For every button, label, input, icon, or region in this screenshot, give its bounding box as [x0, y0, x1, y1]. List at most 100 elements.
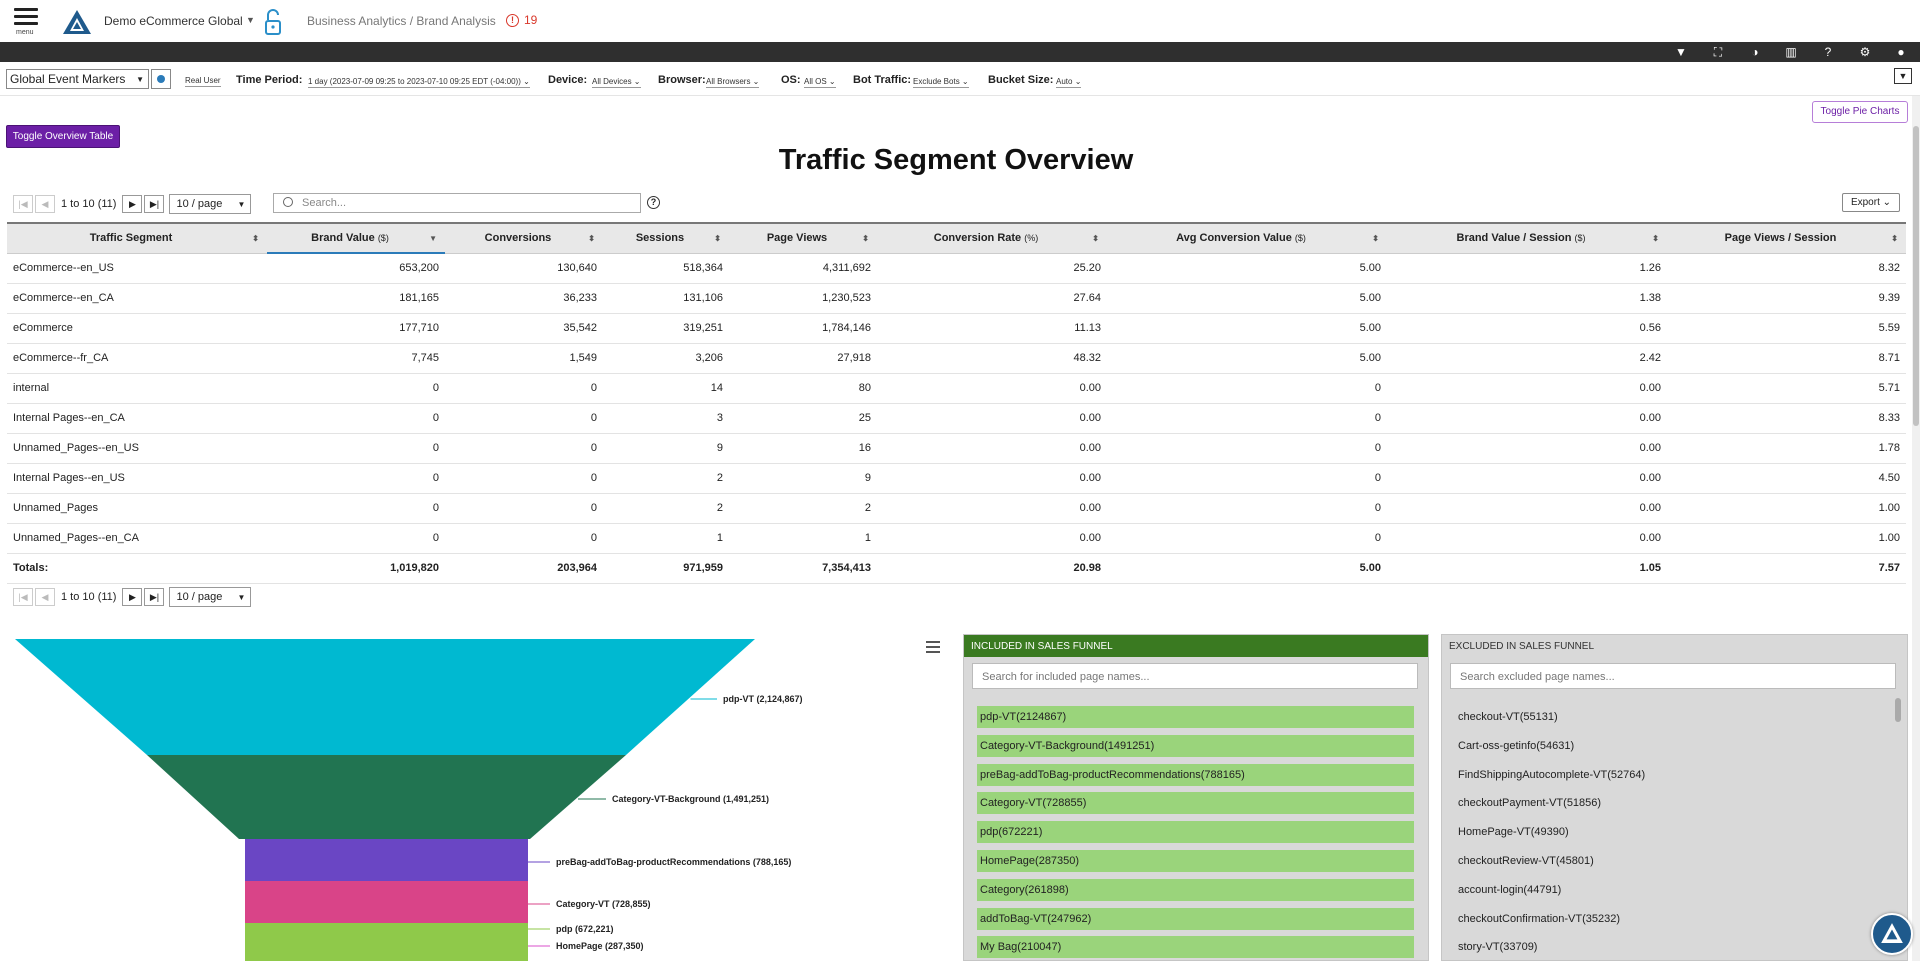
included-page-item[interactable]: Category(261898)	[977, 878, 1414, 901]
event-markers-select[interactable]: Global Event Markers ▼	[6, 69, 149, 89]
table-row[interactable]: eCommerce--fr_CA 7,745 1,549 3,206 27,918 48.…	[7, 343, 1906, 374]
funnel-segment[interactable]	[15, 639, 755, 755]
sort-icon[interactable]: ▼	[429, 234, 437, 243]
real-user-toggle[interactable]: Real User	[185, 76, 221, 87]
question-icon[interactable]: ?	[647, 196, 660, 209]
table-row[interactable]: Unnamed_Pages 0 0 2 2 0.00 0 0.00 1.00	[7, 493, 1906, 524]
browser-label: Browser:	[658, 74, 706, 86]
bot-traffic-select[interactable]: Exclude Bots ⌄	[913, 77, 969, 88]
sort-icon[interactable]: ⬍	[252, 234, 259, 243]
excluded-page-item[interactable]: story-VT(33709)	[1458, 941, 1538, 954]
sort-icon[interactable]: ⬍	[1372, 234, 1379, 243]
page-scrollbar[interactable]	[1912, 96, 1920, 961]
excluded-page-item[interactable]: checkoutConfirmation-VT(35232)	[1458, 912, 1621, 925]
sort-icon[interactable]: ⬍	[1652, 234, 1659, 243]
included-page-item[interactable]: Category-VT-Background(1491251)	[977, 734, 1414, 757]
excluded-page-item[interactable]: FindShippingAutocomplete-VT(52764)	[1458, 768, 1646, 781]
included-page-item[interactable]: Category-VT(728855)	[977, 792, 1414, 815]
next-page-button[interactable]: ▶	[122, 588, 143, 606]
toggle-overview-table-button[interactable]: Toggle Overview Table	[6, 125, 120, 148]
org-dropdown-icon[interactable]: ▼	[246, 15, 255, 25]
column-header[interactable]: Traffic Segment ⬍	[7, 222, 267, 254]
user-icon[interactable]: ●	[1897, 45, 1905, 59]
table-row[interactable]: Unnamed_Pages--en_CA 0 0 1 1 0.00 0 0.00 1.00	[7, 523, 1906, 554]
last-page-button[interactable]: ▶|	[144, 588, 165, 606]
export-button[interactable]: Export ⌄	[1842, 193, 1900, 212]
time-period-select[interactable]: 1 day (2023-07-09 09:25 to 2023-07-10 09…	[308, 77, 530, 88]
menu-icon[interactable]: menu	[14, 8, 38, 36]
excluded-search-input[interactable]: Search excluded page names...	[1450, 663, 1896, 689]
page-size-select[interactable]: 10 / page ▼	[169, 587, 252, 607]
funnel-segment[interactable]	[147, 755, 626, 839]
column-header[interactable]: Page Views ⬍	[729, 222, 877, 254]
included-page-item[interactable]: My Bag(210047)	[977, 936, 1414, 959]
collapse-filters-button[interactable]: ▼	[1894, 68, 1912, 84]
table-search-input[interactable]: Search...	[273, 193, 641, 213]
table-row[interactable]: Internal Pages--en_US 0 0 2 9 0.00 0 0.00 4.50	[7, 463, 1906, 494]
gear-icon[interactable]: ⚙	[1859, 45, 1871, 59]
bucket-size-select[interactable]: Auto ⌄	[1056, 77, 1082, 88]
book-icon[interactable]: ▥	[1785, 45, 1797, 59]
device-select[interactable]: All Devices ⌄	[592, 77, 641, 88]
excluded-page-item[interactable]: HomePage-VT(49390)	[1458, 826, 1569, 839]
excluded-page-item[interactable]: checkoutPayment-VT(51856)	[1458, 797, 1602, 810]
table-row[interactable]: eCommerce--en_CA 181,165 36,233 131,106 1,23…	[7, 283, 1906, 314]
column-header[interactable]: Conversions ⬍	[445, 222, 603, 254]
column-header[interactable]: Conversion Rate (%) ⬍	[877, 222, 1107, 254]
org-name[interactable]: Demo eCommerce Global	[104, 14, 243, 28]
chat-logo-icon[interactable]	[1871, 913, 1913, 955]
included-page-item[interactable]: pdp-VT(2124867)	[977, 706, 1414, 728]
excluded-page-item[interactable]: checkoutReview-VT(45801)	[1458, 855, 1594, 867]
toggle-pie-charts-button[interactable]: Toggle Pie Charts	[1812, 101, 1908, 123]
page-size-select[interactable]: 10 / page ▼	[169, 194, 252, 214]
sort-icon[interactable]: ⬍	[714, 234, 721, 243]
sort-icon[interactable]: ⬍	[1891, 234, 1898, 243]
included-search-input[interactable]: Search for included page names...	[972, 663, 1418, 689]
sort-icon[interactable]: ⬍	[862, 234, 869, 243]
table-row[interactable]: internal 0 0 14 80 0.00 0 0.00 5.71	[7, 373, 1906, 404]
included-page-item[interactable]: HomePage(287350)	[977, 850, 1414, 872]
table-cell: 1.00	[1667, 523, 1906, 554]
first-page-button[interactable]: |◀	[13, 195, 33, 213]
excluded-page-item[interactable]: checkout-VT(55131)	[1458, 711, 1558, 723]
filter-icon[interactable]: ▼	[1675, 45, 1687, 59]
first-page-button[interactable]: |◀	[13, 588, 33, 606]
pin-icon	[157, 75, 165, 83]
funnel-segment[interactable]	[245, 923, 528, 961]
column-header[interactable]: Brand Value / Session ($) ⬍	[1387, 222, 1667, 254]
contrast-icon[interactable]: ◑	[1751, 45, 1759, 59]
column-header[interactable]: Brand Value ($) ▼	[267, 222, 445, 254]
unlock-icon[interactable]	[264, 8, 284, 36]
table-row[interactable]: Unnamed_Pages--en_US 0 0 9 16 0.00 0 0.00 1.78	[7, 433, 1906, 464]
excluded-page-item[interactable]: account-login(44791)	[1458, 883, 1562, 896]
included-page-item[interactable]: addToBag-VT(247962)	[977, 907, 1414, 930]
company-logo[interactable]	[62, 9, 92, 35]
alert-badge[interactable]: ! 19	[506, 13, 537, 27]
included-page-item[interactable]: pdp(672221)	[977, 821, 1414, 844]
prev-page-button[interactable]: ◀	[35, 588, 55, 606]
help-icon[interactable]: ?	[1824, 45, 1832, 59]
os-select[interactable]: All OS ⌄	[804, 77, 836, 88]
prev-page-button[interactable]: ◀	[35, 195, 55, 213]
fullscreen-icon[interactable]: ⛶	[1713, 45, 1723, 59]
included-page-item[interactable]: preBag-addToBag-productRecommendations(7…	[977, 763, 1414, 786]
table-row[interactable]: eCommerce 177,710 35,542 319,251 1,784,146 11…	[7, 313, 1906, 344]
last-page-button[interactable]: ▶|	[144, 195, 165, 213]
funnel-segment[interactable]	[245, 839, 528, 881]
browser-select[interactable]: All Browsers ⌄	[706, 77, 760, 88]
funnel-segment[interactable]	[245, 881, 528, 923]
table-cell: 1,784,146	[729, 313, 877, 344]
excluded-page-item[interactable]: Cart-oss-getinfo(54631)	[1458, 739, 1575, 752]
column-header[interactable]: Sessions ⬍	[603, 222, 729, 254]
table-cell: 27,918	[729, 343, 877, 374]
table-row[interactable]: Internal Pages--en_CA 0 0 3 25 0.00 0 0.00 8.33	[7, 403, 1906, 434]
column-header[interactable]: Page Views / Session ⬍	[1667, 222, 1906, 254]
column-header[interactable]: Avg Conversion Value ($) ⬍	[1107, 222, 1387, 254]
table-row[interactable]: eCommerce--en_US 653,200 130,640 518,364 4,3…	[7, 253, 1906, 284]
map-pin-button[interactable]	[151, 69, 171, 89]
next-page-button[interactable]: ▶	[122, 195, 143, 213]
sort-icon[interactable]: ⬍	[588, 234, 595, 243]
panel-scrollbar[interactable]	[1895, 698, 1901, 722]
sort-icon[interactable]: ⬍	[1092, 234, 1099, 243]
chart-menu-icon[interactable]	[926, 641, 940, 653]
